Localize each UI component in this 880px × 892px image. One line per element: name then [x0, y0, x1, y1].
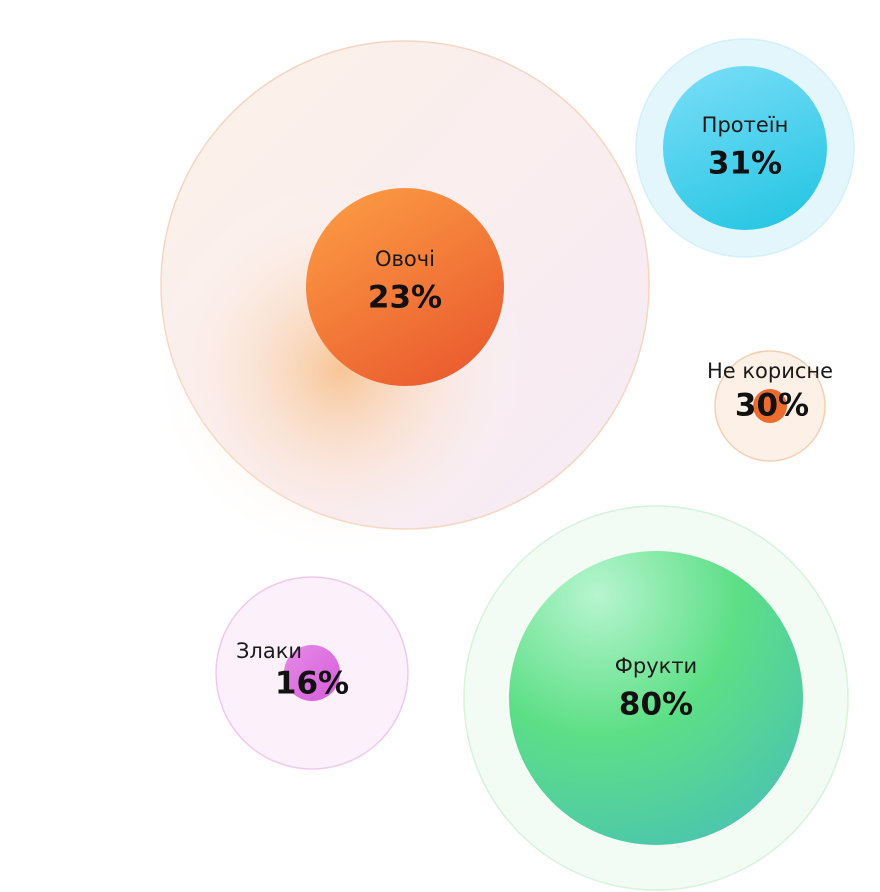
bubble-label: Протеїн: [702, 113, 789, 137]
inner-circle: [753, 389, 787, 423]
bubble-label: Овочі: [375, 247, 435, 271]
bubble-label: Фрукти: [615, 654, 697, 678]
bubbles: Овочі 23% Протеїн 31% Не корисне 30% Злаки 16% Ф…: [150, 38, 855, 891]
bubble-label: Злаки: [236, 639, 302, 663]
bubble-value: 31%: [708, 146, 782, 182]
bubble: Фрукти 80%: [463, 505, 849, 891]
bubble: Злаки 16%: [215, 576, 409, 770]
bubble-label: Не корисне: [707, 359, 833, 383]
bubble-value: 23%: [368, 280, 442, 316]
inner-circle: [509, 551, 803, 845]
inner-circle: [663, 66, 827, 230]
bubble: Овочі 23%: [150, 40, 650, 560]
bubble-value: 16%: [275, 666, 349, 702]
inner-circle: [284, 645, 340, 701]
bubble: Протеїн 31%: [635, 38, 855, 258]
inner-circle: [306, 188, 504, 386]
bubble-value: 80%: [619, 687, 693, 723]
bubble-value: 30%: [735, 388, 809, 424]
bubble: Не корисне 30%: [707, 350, 833, 462]
